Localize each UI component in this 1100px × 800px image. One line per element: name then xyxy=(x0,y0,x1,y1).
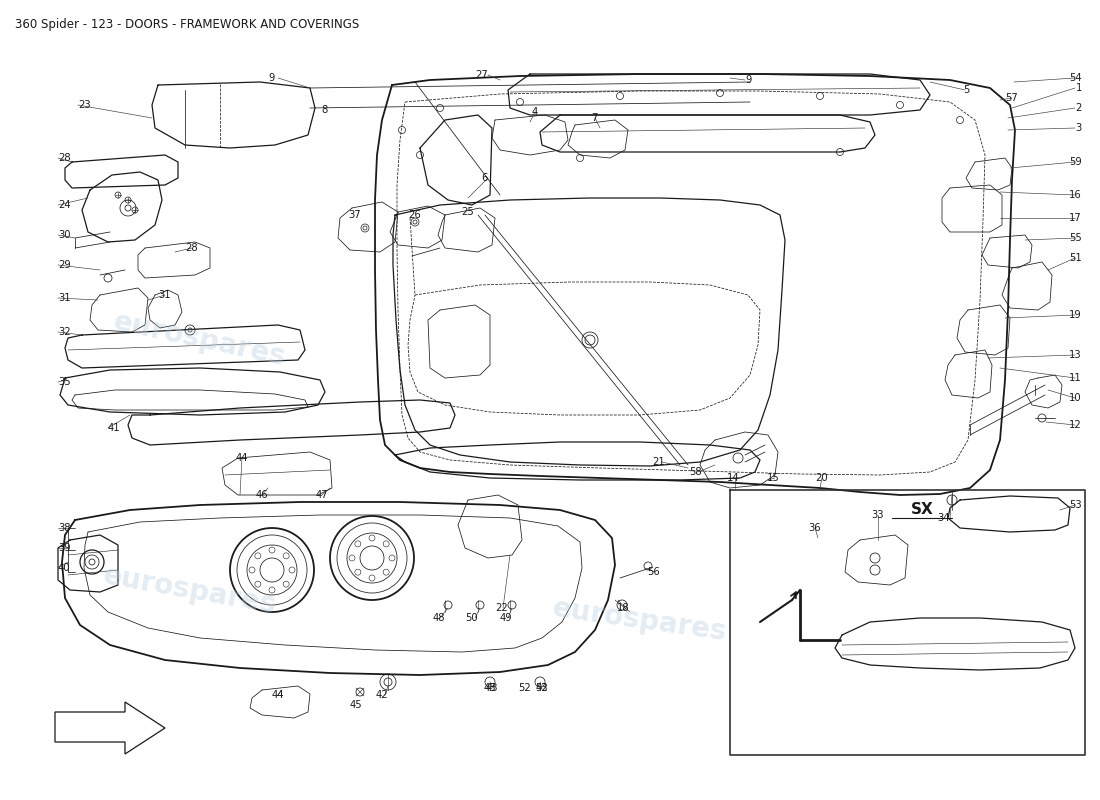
Text: 35: 35 xyxy=(58,377,70,387)
Text: 25: 25 xyxy=(462,207,474,217)
Text: 4: 4 xyxy=(531,107,538,117)
Text: 44: 44 xyxy=(272,690,284,700)
Text: 27: 27 xyxy=(475,70,488,80)
Text: 7: 7 xyxy=(592,113,598,123)
Text: 55: 55 xyxy=(1069,233,1082,243)
Text: 23: 23 xyxy=(78,100,90,110)
Text: 26: 26 xyxy=(408,210,421,220)
Text: 38: 38 xyxy=(58,523,70,533)
Text: 39: 39 xyxy=(58,543,70,553)
Text: 12: 12 xyxy=(1069,420,1082,430)
Text: 40: 40 xyxy=(58,563,70,573)
Text: 58: 58 xyxy=(690,467,702,477)
Text: 34: 34 xyxy=(937,513,950,523)
Text: 16: 16 xyxy=(1069,190,1082,200)
Text: 53: 53 xyxy=(1069,500,1082,510)
Text: 43: 43 xyxy=(484,683,496,693)
Text: 28: 28 xyxy=(186,243,198,253)
Text: 5: 5 xyxy=(964,85,970,95)
Text: 21: 21 xyxy=(652,457,666,467)
Text: 45: 45 xyxy=(350,700,362,710)
Text: 41: 41 xyxy=(108,423,121,433)
Text: 30: 30 xyxy=(58,230,70,240)
Text: 6: 6 xyxy=(482,173,488,183)
Text: 2: 2 xyxy=(1076,103,1082,113)
Text: 28: 28 xyxy=(58,153,70,163)
Text: 31: 31 xyxy=(58,293,70,303)
Text: 8: 8 xyxy=(321,105,328,115)
Text: 49: 49 xyxy=(499,613,512,623)
Text: 37: 37 xyxy=(349,210,361,220)
Text: 52: 52 xyxy=(536,683,548,693)
Text: SX: SX xyxy=(911,502,934,518)
Text: 57: 57 xyxy=(1005,93,1018,103)
Text: 51: 51 xyxy=(1069,253,1082,263)
Text: 18: 18 xyxy=(617,603,630,613)
Text: 11: 11 xyxy=(1069,373,1082,383)
Text: 47: 47 xyxy=(316,490,328,500)
Text: 15: 15 xyxy=(768,473,780,483)
Text: 56: 56 xyxy=(647,567,660,577)
Text: 9: 9 xyxy=(746,75,752,85)
Text: 19: 19 xyxy=(1069,310,1082,320)
Text: 50: 50 xyxy=(465,613,478,623)
Text: 1: 1 xyxy=(1076,83,1082,93)
Text: 20: 20 xyxy=(815,473,828,483)
Text: 9: 9 xyxy=(268,73,275,83)
Text: 13: 13 xyxy=(1069,350,1082,360)
Text: 42: 42 xyxy=(375,690,388,700)
Text: 44: 44 xyxy=(235,453,249,463)
Text: 43: 43 xyxy=(485,683,498,693)
Text: 10: 10 xyxy=(1069,393,1082,403)
Text: 59: 59 xyxy=(1069,157,1082,167)
Text: eurospares: eurospares xyxy=(551,594,729,646)
Text: eurospares: eurospares xyxy=(101,561,279,619)
Text: 3: 3 xyxy=(1076,123,1082,133)
Text: 46: 46 xyxy=(255,490,268,500)
Text: 52: 52 xyxy=(518,683,531,693)
Text: 31: 31 xyxy=(158,290,172,300)
Text: 22: 22 xyxy=(495,603,508,613)
Text: 17: 17 xyxy=(1069,213,1082,223)
Text: 54: 54 xyxy=(1069,73,1082,83)
Text: 29: 29 xyxy=(58,260,70,270)
Text: 33: 33 xyxy=(871,510,884,520)
Text: 43: 43 xyxy=(536,683,548,693)
Text: 32: 32 xyxy=(58,327,70,337)
Text: 14: 14 xyxy=(727,473,740,483)
Text: 24: 24 xyxy=(58,200,70,210)
Text: 36: 36 xyxy=(808,523,822,533)
Text: eurospares: eurospares xyxy=(111,308,289,372)
Text: 48: 48 xyxy=(432,613,446,623)
Text: 360 Spider - 123 - DOORS - FRAMEWORK AND COVERINGS: 360 Spider - 123 - DOORS - FRAMEWORK AND… xyxy=(15,18,360,31)
